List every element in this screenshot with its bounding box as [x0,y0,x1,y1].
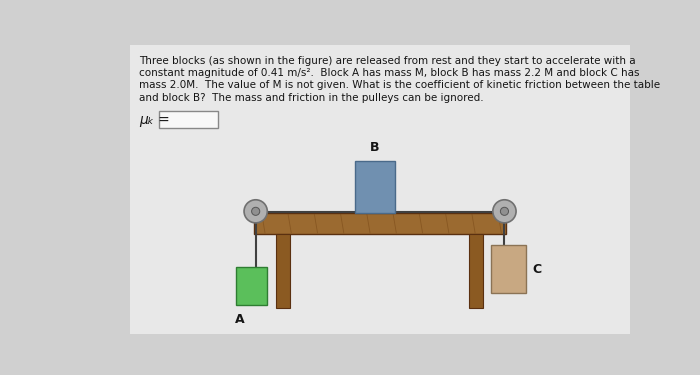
Text: μₖ =: μₖ = [139,113,170,127]
Circle shape [244,200,267,223]
Bar [276,234,290,308]
Bar [491,245,526,293]
Bar [254,213,506,234]
Circle shape [500,207,508,215]
Text: B: B [370,141,380,154]
FancyBboxPatch shape [159,111,218,128]
Circle shape [251,207,260,215]
Text: constant magnitude of 0.41 m/s².  Block A has mass M, block B has mass 2.2 M and: constant magnitude of 0.41 m/s². Block A… [139,68,640,78]
Text: and block B?  The mass and friction in the pulleys can be ignored.: and block B? The mass and friction in th… [139,93,484,103]
Text: Three blocks (as shown in the figure) are released from rest and they start to a: Three blocks (as shown in the figure) ar… [139,56,636,66]
Text: C: C [533,262,542,276]
Text: mass 2.0M.  The value of M is not given. What is the coefficient of kinetic fric: mass 2.0M. The value of M is not given. … [139,80,661,90]
Text: A: A [235,313,245,326]
Bar [237,267,267,305]
Circle shape [493,200,516,223]
Bar [469,234,483,308]
Bar [355,160,395,213]
